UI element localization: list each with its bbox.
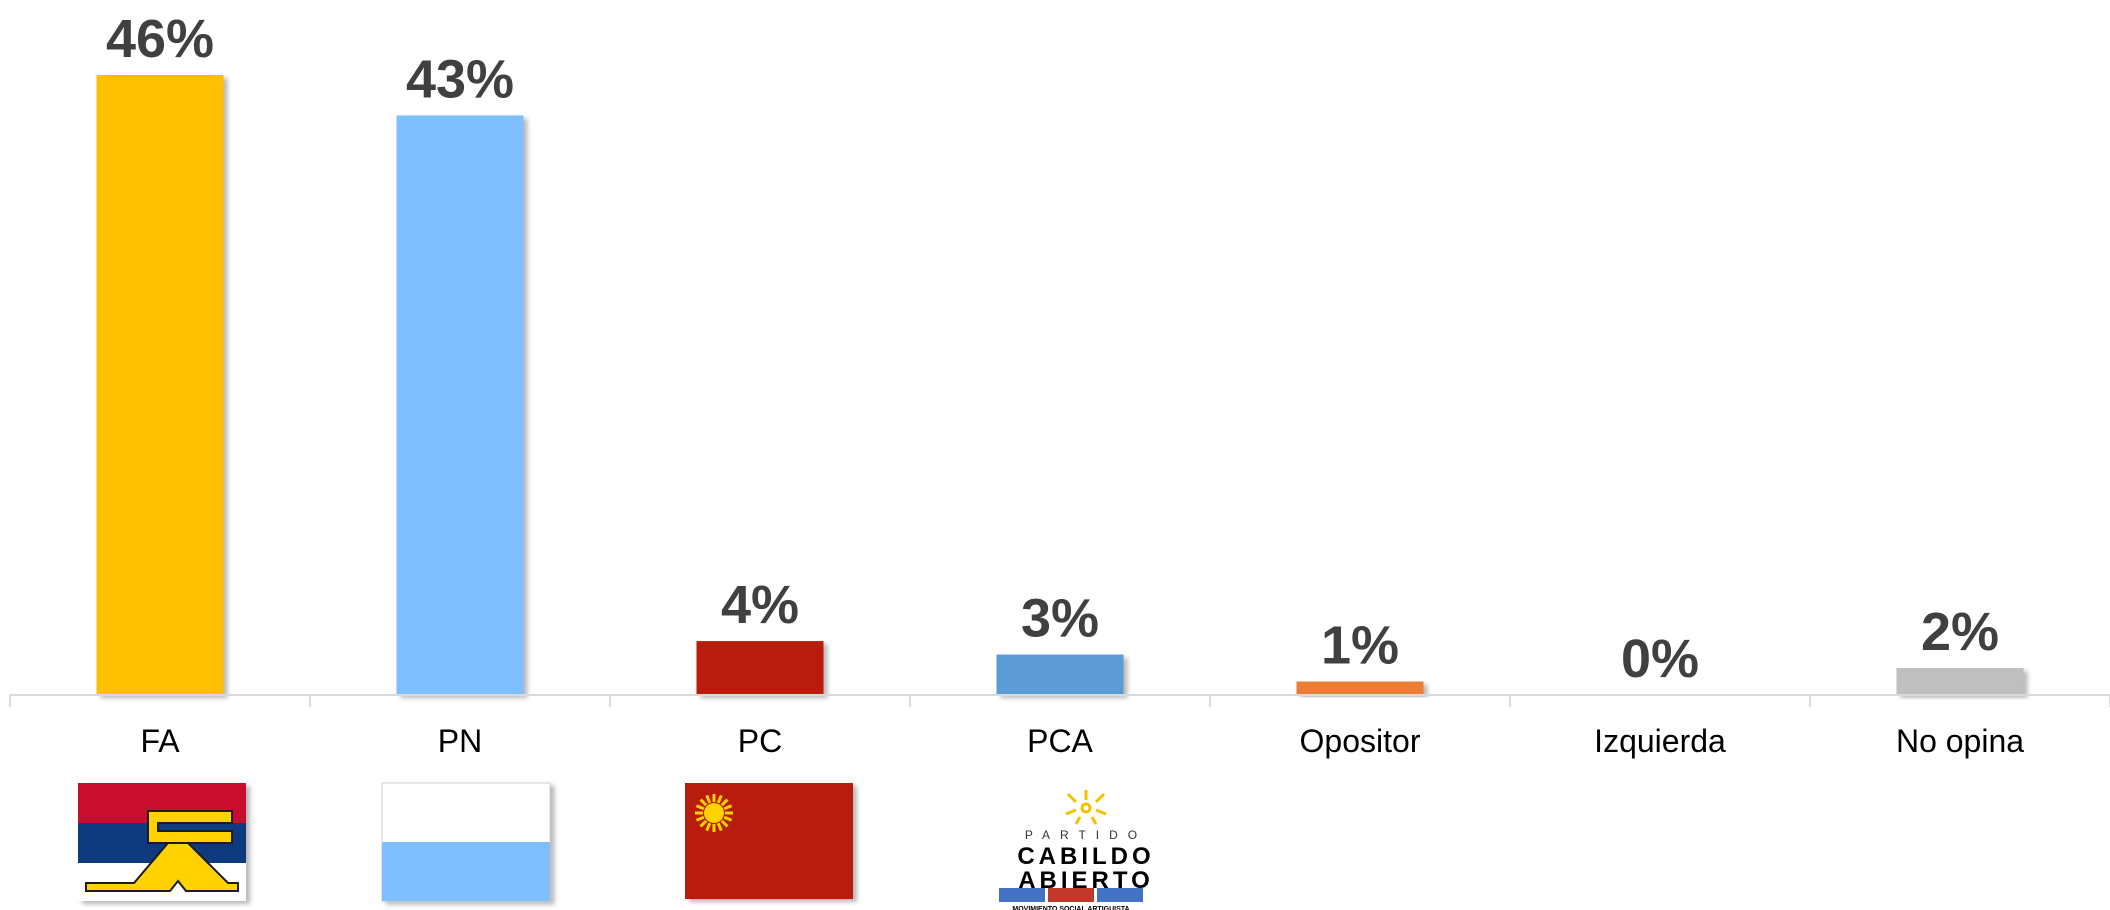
x-axis [9, 694, 2110, 707]
value-label: 1% [1321, 616, 1399, 676]
svg-text:PARTIDO: PARTIDO [1025, 828, 1147, 842]
category-label: PCA [1027, 723, 1093, 759]
value-label: 46% [106, 9, 214, 69]
category-label: PN [438, 723, 482, 759]
category-labels-group: FA PN PC PCA Opositor Izquierda No opina [140, 723, 2024, 759]
bar-pca [996, 654, 1124, 695]
value-label: 4% [721, 575, 799, 635]
category-label: PC [738, 723, 782, 759]
svg-text:CABILDO: CABILDO [1017, 843, 1154, 870]
partido-colorado-flag-icon [685, 783, 853, 899]
value-label: 3% [1021, 589, 1099, 649]
frente-amplio-flag-icon [78, 783, 246, 901]
value-labels-group: 46% 43% 4% 3% 1% 0% 2% [106, 9, 1999, 689]
svg-text:MOVIMIENTO SOCIAL ARTIGUISTA: MOVIMIENTO SOCIAL ARTIGUISTA [1012, 906, 1129, 910]
value-label: 2% [1921, 602, 1999, 662]
bar-pn [396, 115, 524, 695]
category-label: Opositor [1300, 723, 1421, 759]
category-label: No opina [1896, 723, 2024, 759]
value-label: 43% [406, 49, 514, 109]
category-label: Izquierda [1594, 723, 1726, 759]
partido-nacional-flag-icon [381, 782, 551, 902]
bar-pc [696, 641, 824, 695]
bar-fa [96, 75, 224, 695]
bar-no-opina [1896, 668, 2024, 695]
bar-opositor [1296, 681, 1424, 695]
category-label: FA [140, 723, 180, 759]
value-label: 0% [1621, 629, 1699, 689]
bars-group [96, 75, 2024, 695]
cabildo-abierto-logo-icon: PARTIDO CABILDO ABIERTO MOVIMIENTO SOCIA… [999, 790, 1154, 910]
